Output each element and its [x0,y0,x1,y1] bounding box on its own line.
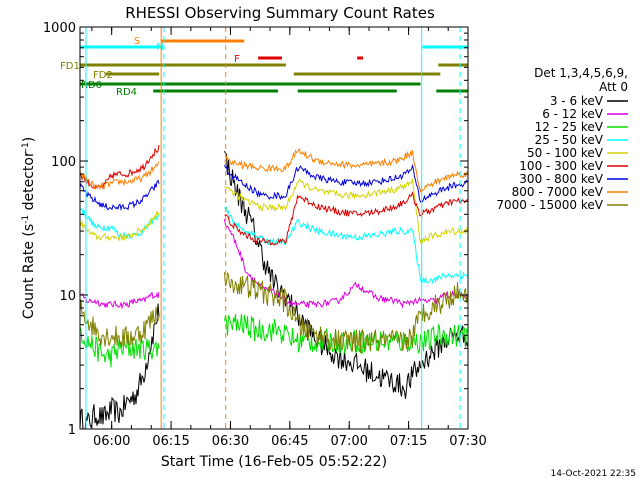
legend-label-4: 50 - 100 keV [527,146,604,160]
render-timestamp: 14-Oct-2021 22:35 [551,469,636,479]
event-bar-label-f: F [234,54,240,65]
y-tick-label: 10 [59,289,76,304]
x-tick-label: 07:00 [330,434,367,449]
series-line-seg0-1 [80,291,160,310]
event-bar-label-fd1: FD1 [60,61,80,72]
series-line-seg0-4 [80,210,160,242]
series-line-seg0-5 [80,144,160,190]
event-bar-label-fd2: FD2 [93,70,113,81]
x-tick-label: 06:15 [152,434,189,449]
event-bar-label-n: N [156,42,163,53]
series-line-seg0-7 [80,161,160,191]
y-axis-label: Count Rate (s-1 detector-1) [21,137,37,319]
y-tick-label: 1000 [43,21,76,36]
series-line-seg0-0 [80,303,160,429]
x-tick-label: 06:30 [212,434,249,449]
series-line-seg1-1 [224,218,468,309]
plot-frame [79,26,469,430]
series-line-seg0-8 [80,299,160,348]
y-tick-label: 1 [68,423,76,438]
legend-label-0: 3 - 6 keV [550,94,604,108]
y-tick-label: 100 [51,155,76,170]
event-bar-label-s: S [134,36,140,47]
event-bar-label-rd4: RD4 [116,87,137,98]
x-tick-label: 07:15 [390,434,427,449]
legend-header-line-2: Att 0 [599,80,628,94]
series-line-seg0-6 [80,179,160,212]
series-line-seg1-6 [224,163,468,203]
chart-title: RHESSI Observing Summary Count Rates [125,4,435,22]
legend-label-2: 12 - 25 keV [535,120,604,134]
legend-header-line-1: Det 1,3,4,5,6,9, [534,66,628,80]
legend-label-1: 6 - 12 keV [542,107,604,121]
plot-data-layer [80,144,468,429]
legend-label-8: 7000 - 15000 keV [496,198,603,212]
legend-label-5: 100 - 300 keV [519,159,603,173]
x-tick-label: 07:30 [449,434,486,449]
series-line-seg1-4 [224,178,468,245]
axes-layer: 06:00 06:15 06:30 06:45 07:00 07:15 07:30 1 10 10… [43,21,487,449]
series-line-seg1-7 [224,147,468,193]
x-tick-label: 06:45 [271,434,308,449]
x-tick-label: 06:00 [93,434,130,449]
event-bar-label-rd0: RD0 [81,80,102,91]
series-line-seg1-8 [224,272,468,354]
legend-label-3: 25 - 50 keV [535,133,604,147]
x-axis-label: Start Time (16-Feb-05 05:52:22) [161,454,387,470]
series-line-seg1-0 [224,150,468,399]
legend-label-7: 800 - 7000 keV [512,185,604,199]
series-line-seg1-2 [224,313,468,355]
vertical-lines-layer [85,27,461,429]
legend-label-6: 300 - 800 keV [519,172,603,186]
series-line-seg1-5 [224,191,468,246]
